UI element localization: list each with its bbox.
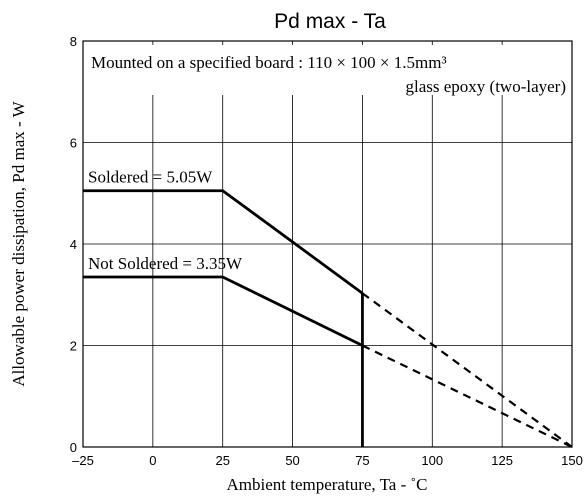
y-tick-label: 8 (70, 34, 77, 49)
annotation-line-1: Mounted on a specified board : 110 × 100… (91, 53, 447, 72)
x-tick-label: 75 (355, 453, 369, 468)
x-tick-label: 150 (561, 453, 583, 468)
y-tick-label: 4 (70, 237, 77, 252)
series-layer (83, 189, 573, 448)
x-tick-label: 50 (285, 453, 299, 468)
x-tick-label: 125 (491, 453, 513, 468)
x-tick-label: 0 (149, 453, 156, 468)
y-tick-label: 0 (70, 440, 77, 455)
annotation-background (88, 45, 566, 95)
chart-title: Pd max - Ta (274, 10, 386, 33)
plot-frame (82, 40, 573, 448)
soldered-series-label: Soldered = 5.05W (88, 168, 213, 187)
labels-layer: Soldered = 5.05W Not Soldered = 3.35W (88, 168, 243, 273)
annotation-line-2: glass epoxy (two-layer) (405, 77, 566, 96)
x-axis-label: Ambient temperature, Ta - ˚C (226, 475, 427, 494)
not-soldered-series-label: Not Soldered = 3.35W (88, 254, 243, 273)
grid (83, 41, 572, 447)
y-tick-label: 2 (70, 339, 77, 354)
soldered-series-line (83, 189, 364, 295)
not-soldered-extrapolation-line (361, 344, 573, 448)
y-tick-label: 6 (70, 136, 77, 151)
x-tick-label: –25 (72, 453, 94, 468)
y-axis-label: Allowable power dissipation, Pd max - W (9, 100, 28, 386)
soldered-extrapolation-line (361, 292, 573, 448)
x-tick-label: 25 (215, 453, 229, 468)
not-soldered-series-line (83, 275, 364, 347)
x-tick-label: 100 (421, 453, 443, 468)
